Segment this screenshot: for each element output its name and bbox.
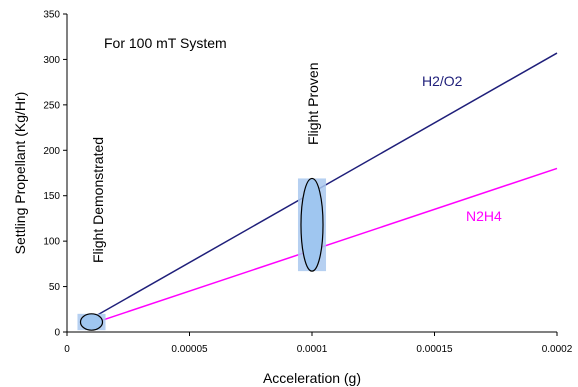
- flight-proven-region-ellipse: [300, 177, 324, 272]
- series-label-h2o2: H2/O2: [422, 73, 463, 89]
- y-tick-label: 0: [54, 328, 60, 339]
- x-tick-label: 0: [64, 344, 70, 355]
- y-tick-label: 200: [43, 146, 60, 157]
- x-tick-label: 0.0002: [542, 344, 573, 355]
- y-tick-label: 100: [43, 237, 60, 248]
- y-tick-label: 50: [49, 282, 61, 293]
- annotation-flight-demonstrated: Flight Demonstrated: [90, 137, 106, 263]
- annotation-flight-proven: Flight Proven: [305, 63, 321, 145]
- x-axis-title: Acceleration (g): [263, 370, 361, 386]
- x-tick-label: 0.00005: [171, 344, 208, 355]
- y-tick-label: 350: [43, 10, 60, 21]
- flight-demonstrated-region-ellipse: [79, 313, 104, 331]
- y-tick-label: 250: [43, 100, 60, 111]
- series-label-n2h4: N2H4: [466, 208, 502, 224]
- annotation-system-size: For 100 mT System: [104, 35, 227, 51]
- y-tick-label: 300: [43, 55, 60, 66]
- x-tick-label: 0.00015: [416, 344, 453, 355]
- y-axis-title: Settling Propellant (Kg/Hr): [12, 92, 28, 255]
- x-tick-label: 0.0001: [297, 344, 328, 355]
- y-tick-label: 150: [43, 191, 60, 202]
